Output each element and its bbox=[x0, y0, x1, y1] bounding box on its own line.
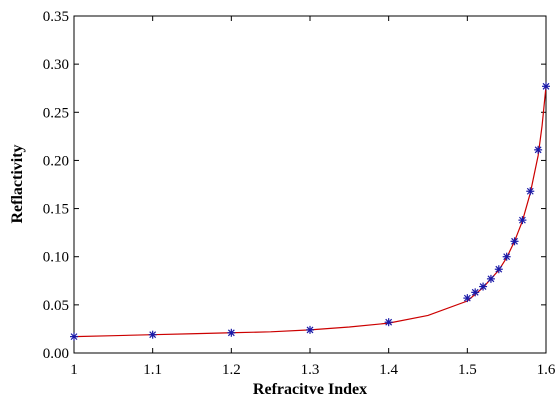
data-point bbox=[479, 282, 488, 291]
y-tick-label: 0.25 bbox=[43, 105, 69, 121]
data-point bbox=[463, 294, 472, 303]
y-tick-label: 0.15 bbox=[43, 202, 69, 218]
y-axis-title: Reflactivity bbox=[9, 144, 26, 223]
x-tick-label: 1.5 bbox=[458, 362, 477, 378]
data-point bbox=[502, 252, 511, 261]
y-axis-ticks: 0.00 0.05 0.10 0.15 0.20 0.25 0.30 0.35 bbox=[43, 9, 546, 362]
x-tick-label: 1.1 bbox=[143, 362, 162, 378]
x-tick-label: 1 bbox=[70, 362, 78, 378]
data-point bbox=[486, 274, 495, 283]
y-tick-label: 0.10 bbox=[43, 250, 69, 266]
data-point bbox=[510, 237, 519, 246]
data-point bbox=[494, 265, 503, 274]
data-point bbox=[471, 288, 480, 297]
fit-curve bbox=[73, 86, 547, 338]
x-tick-label: 1.6 bbox=[537, 362, 556, 378]
x-axis-title: Refracitve Index bbox=[253, 381, 367, 398]
x-tick-label: 1.4 bbox=[379, 362, 398, 378]
x-tick-label: 1.3 bbox=[301, 362, 320, 378]
data-point bbox=[534, 145, 543, 154]
x-tick-label: 1.2 bbox=[222, 362, 241, 378]
data-point bbox=[227, 328, 236, 337]
y-tick-label: 0.35 bbox=[43, 9, 69, 25]
y-tick-label: 0.30 bbox=[43, 57, 69, 73]
data-point bbox=[70, 332, 78, 341]
data-point bbox=[542, 82, 550, 91]
y-tick-label: 0.05 bbox=[43, 298, 69, 314]
y-tick-label: 0.00 bbox=[43, 346, 69, 362]
series-group bbox=[70, 82, 550, 341]
y-tick-label: 0.20 bbox=[43, 153, 69, 169]
data-point bbox=[518, 216, 527, 225]
x-axis-ticks: 1 1.1 1.2 1.3 1.4 1.5 1.6 bbox=[70, 16, 556, 378]
data-point bbox=[148, 330, 157, 339]
plot-area bbox=[73, 15, 547, 354]
data-point bbox=[384, 318, 393, 327]
data-point bbox=[306, 325, 314, 334]
data-point bbox=[526, 187, 535, 196]
